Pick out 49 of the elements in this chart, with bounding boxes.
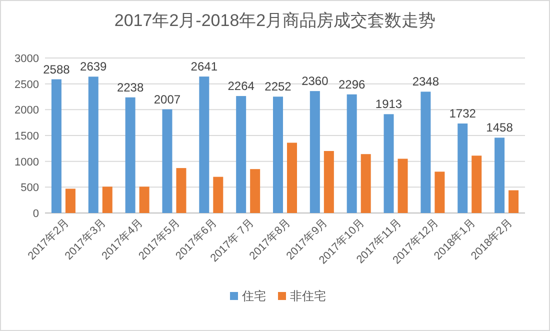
- data-label: 2264: [228, 79, 255, 94]
- data-label: 2348: [412, 74, 440, 89]
- bar: [199, 76, 210, 213]
- data-label: 2360: [302, 74, 329, 88]
- y-tick-label: 2500: [14, 78, 39, 91]
- data-label: 2296: [338, 77, 366, 92]
- data-label: 2238: [116, 80, 144, 94]
- chart-title: 2017年2月-2018年2月商品房成交套数走势: [114, 11, 436, 30]
- data-label: 2007: [154, 92, 181, 106]
- bar: [236, 96, 246, 213]
- bar: [346, 94, 357, 213]
- bar: [472, 156, 482, 213]
- bar: [360, 154, 371, 213]
- bar: [125, 97, 136, 213]
- bar: [273, 96, 283, 213]
- bar: [65, 188, 76, 213]
- bar: [458, 124, 468, 213]
- bar: [508, 190, 519, 213]
- y-tick-label: 1000: [14, 156, 39, 168]
- y-tick-label: 1500: [14, 130, 39, 142]
- y-tick-label: 500: [20, 182, 39, 194]
- bar: [494, 138, 505, 213]
- bar: [51, 79, 62, 213]
- y-tick-label: 3000: [14, 53, 39, 65]
- bar: [88, 76, 98, 213]
- data-label: 1732: [449, 106, 476, 121]
- legend-label: 住宅: [241, 289, 266, 303]
- bar: [434, 172, 445, 213]
- bar: [139, 186, 150, 213]
- bar: [250, 169, 260, 213]
- bar: [213, 176, 224, 213]
- data-label: 2252: [264, 80, 292, 94]
- bar: [398, 158, 408, 213]
- y-tick-label: 0: [32, 208, 39, 220]
- bar: [420, 92, 431, 213]
- data-label: 1913: [375, 97, 402, 112]
- bar: [384, 114, 394, 213]
- data-label: 1458: [486, 120, 514, 135]
- bar: [162, 109, 172, 213]
- y-tick-label: 2000: [14, 104, 39, 117]
- legend-label: 非住宅: [290, 289, 326, 303]
- bar: [102, 186, 112, 213]
- bar: [176, 168, 186, 213]
- data-label: 2641: [190, 60, 218, 74]
- bar: [287, 142, 297, 213]
- data-label: 2588: [43, 62, 70, 76]
- data-label: 2639: [80, 60, 108, 74]
- bar: [324, 151, 334, 213]
- bar: [310, 91, 320, 213]
